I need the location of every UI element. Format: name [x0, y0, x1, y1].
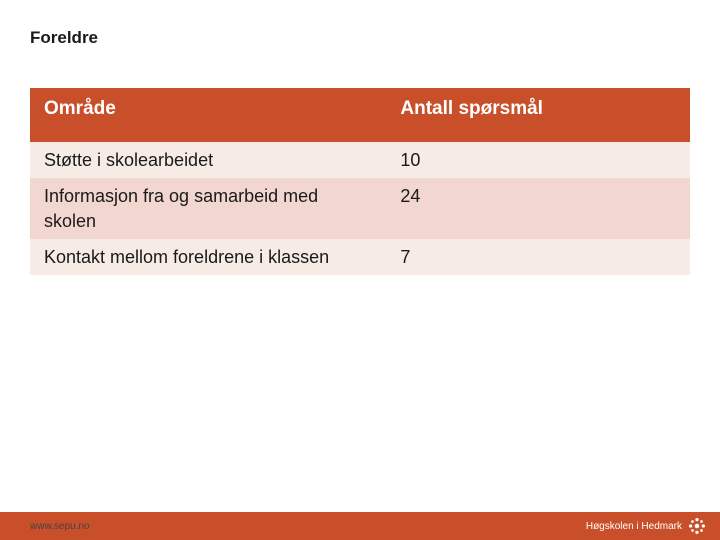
page-title: Foreldre	[30, 28, 690, 48]
cell-area: Kontakt mellom foreldrene i klassen	[30, 239, 386, 275]
table-row: Informasjon fra og samarbeid med skolen …	[30, 178, 690, 239]
slide: Foreldre Område Antall spørsmål Støtte i…	[0, 0, 720, 540]
col-header-count: Antall spørsmål	[386, 88, 690, 142]
cell-count: 24	[386, 178, 690, 239]
table-row: Kontakt mellom foreldrene i klassen 7	[30, 239, 690, 275]
cell-area: Støtte i skolearbeidet	[30, 142, 386, 178]
data-table: Område Antall spørsmål Støtte i skolearb…	[30, 88, 690, 275]
footer-link[interactable]: www.sepu.no	[30, 521, 89, 532]
brand-logo-icon	[688, 517, 706, 535]
col-header-area: Område	[30, 88, 386, 142]
brand-text: Høgskolen i Hedmark	[586, 521, 682, 532]
footer-bar: www.sepu.no Høgskolen i Hedmark	[0, 512, 720, 540]
table-header-row: Område Antall spørsmål	[30, 88, 690, 142]
table-row: Støtte i skolearbeidet 10	[30, 142, 690, 178]
footer-brand: Høgskolen i Hedmark	[586, 517, 706, 535]
cell-count: 7	[386, 239, 690, 275]
cell-count: 10	[386, 142, 690, 178]
cell-area: Informasjon fra og samarbeid med skolen	[30, 178, 386, 239]
